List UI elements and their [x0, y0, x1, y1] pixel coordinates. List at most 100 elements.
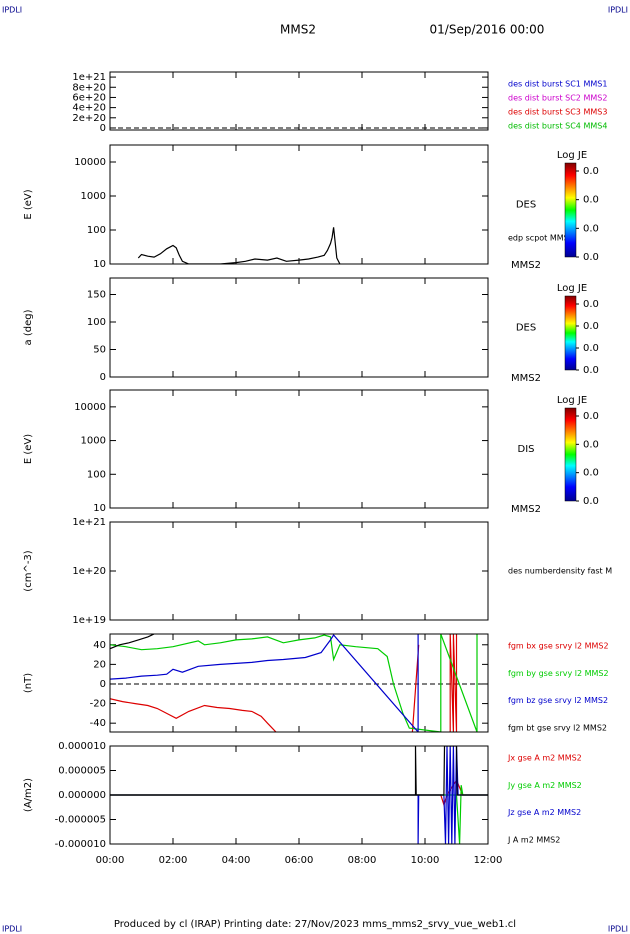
legend-entry: des dist burst SC1 MMS1 [508, 80, 607, 89]
colorbar-label: Log JE [557, 150, 587, 161]
x-tick-label: 12:00 [474, 855, 503, 866]
colorbar-tick-label: 0.0 [583, 252, 599, 263]
y-tick-label: -0.000010 [55, 839, 106, 850]
y-axis-label: E (eV) [23, 434, 34, 464]
y-axis-label: (A/m2) [23, 778, 34, 812]
instrument-label: DES [516, 200, 536, 211]
colorbar-tick-label: 0.0 [583, 468, 599, 479]
legend-entry: des dist burst SC4 MMS4 [508, 122, 607, 131]
series-line [110, 634, 478, 732]
spacecraft-label: MMS2 [511, 373, 541, 384]
series-line [137, 227, 341, 264]
legend-entry: des dist burst SC3 MMS3 [508, 108, 607, 117]
colorbar [564, 407, 577, 502]
y-tick-label: -0.000005 [55, 815, 106, 826]
y-tick-label: -20 [90, 699, 106, 710]
y-tick-label: 1e+20 [72, 566, 106, 577]
corner-label: IPDLI [2, 6, 22, 15]
colorbar-tick-label: 0.0 [583, 321, 599, 332]
x-tick-label: 04:00 [222, 855, 251, 866]
x-tick-label: 00:00 [96, 855, 125, 866]
y-tick-label: 10000 [74, 402, 106, 413]
x-tick-label: 08:00 [348, 855, 377, 866]
panel-frame [109, 633, 489, 733]
x-tick-label: 02:00 [159, 855, 188, 866]
y-tick-label: 100 [87, 225, 106, 236]
y-tick-label: 0.000010 [58, 741, 106, 752]
y-tick-label: 100 [87, 317, 106, 328]
series-line [110, 634, 419, 732]
instrument-label: DIS [518, 444, 535, 455]
y-tick-label: 10000 [74, 157, 106, 168]
x-tick-label: 06:00 [285, 855, 314, 866]
y-tick-label: 8e+20 [72, 82, 106, 93]
series-line [110, 779, 488, 807]
colorbar-tick-label: 0.0 [583, 439, 599, 450]
y-tick-label: 2e+20 [72, 113, 106, 124]
y-tick-label: 4e+20 [72, 103, 106, 114]
legend-entry: des dist burst SC2 MMS2 [508, 94, 607, 103]
y-axis-label: (nT) [23, 673, 34, 693]
series-line [110, 634, 155, 650]
legend-entry: fgm bt gse srvy l2 MMS2 [508, 724, 607, 733]
colorbar-label: Log JE [557, 283, 587, 294]
y-tick-label: -40 [90, 718, 106, 729]
legend-entry: Jy gse A m2 MMS2 [507, 781, 582, 790]
y-tick-label: 1e+21 [72, 517, 106, 528]
y-tick-label: 10 [93, 259, 106, 270]
panel-frame [109, 389, 489, 509]
y-tick-label: 10 [93, 503, 106, 514]
footer: Produced by cl (IRAP) Printing date: 27/… [114, 919, 516, 930]
legend-entry: J A m2 MMS2 [507, 836, 560, 845]
legend-entry: edp scpot MMS2 [508, 233, 574, 242]
y-axis-label: a (deg) [23, 309, 34, 345]
y-tick-label: 0.000005 [58, 766, 106, 777]
y-tick-label: 0 [100, 679, 106, 690]
series-line [110, 785, 488, 844]
y-tick-label: 40 [93, 640, 106, 651]
colorbar-label: Log JE [557, 395, 587, 406]
panel-frame [109, 521, 489, 621]
colorbar [564, 295, 577, 371]
legend-entry: fgm bz gse srvy l2 MMS2 [508, 696, 608, 705]
y-tick-label: 20 [93, 659, 106, 670]
legend-entry: fgm by gse srvy l2 MMS2 [508, 669, 609, 678]
colorbar-tick-label: 0.0 [583, 223, 599, 234]
legend-entry: des numberdensity fast M [508, 567, 612, 576]
y-axis-label: E (eV) [23, 189, 34, 219]
colorbar-tick-label: 0.0 [583, 365, 599, 376]
date: 01/Sep/2016 00:00 [430, 23, 545, 37]
y-tick-label: 50 [93, 345, 106, 356]
corner-label: IPDLI [2, 925, 22, 934]
y-tick-label: 6e+20 [72, 92, 106, 103]
y-tick-label: 0 [100, 372, 106, 383]
colorbar-tick-label: 0.0 [583, 195, 599, 206]
spacecraft-label: MMS2 [511, 504, 541, 515]
panel-frame [109, 144, 489, 265]
y-tick-label: 100 [87, 469, 106, 480]
y-tick-label: 0.000000 [58, 790, 106, 801]
y-tick-label: 1000 [81, 436, 106, 447]
y-axis-label: (cm^-3) [23, 550, 34, 591]
corner-label: IPDLI [608, 925, 628, 934]
panel-frame [109, 745, 489, 845]
colorbar-tick-label: 0.0 [583, 411, 599, 422]
y-tick-label: 1e+19 [72, 615, 106, 626]
y-tick-label: 150 [87, 290, 106, 301]
y-tick-label: 1000 [81, 191, 106, 202]
corner-label: IPDLI [608, 6, 628, 15]
spacecraft-label: MMS2 [511, 260, 541, 271]
colorbar [564, 162, 577, 258]
title: MMS2 [280, 23, 316, 37]
panel-frame [109, 71, 489, 131]
panel-frame [109, 277, 489, 378]
legend-entry: fgm bx gse srvy l2 MMS2 [508, 642, 609, 651]
colorbar-tick-label: 0.0 [583, 166, 599, 177]
colorbar-tick-label: 0.0 [583, 496, 599, 507]
instrument-label: DES [516, 323, 536, 334]
legend-entry: Jx gse A m2 MMS2 [507, 754, 582, 763]
x-tick-label: 10:00 [411, 855, 440, 866]
series-line [110, 746, 488, 796]
legend-entry: Jz gse A m2 MMS2 [507, 808, 581, 817]
